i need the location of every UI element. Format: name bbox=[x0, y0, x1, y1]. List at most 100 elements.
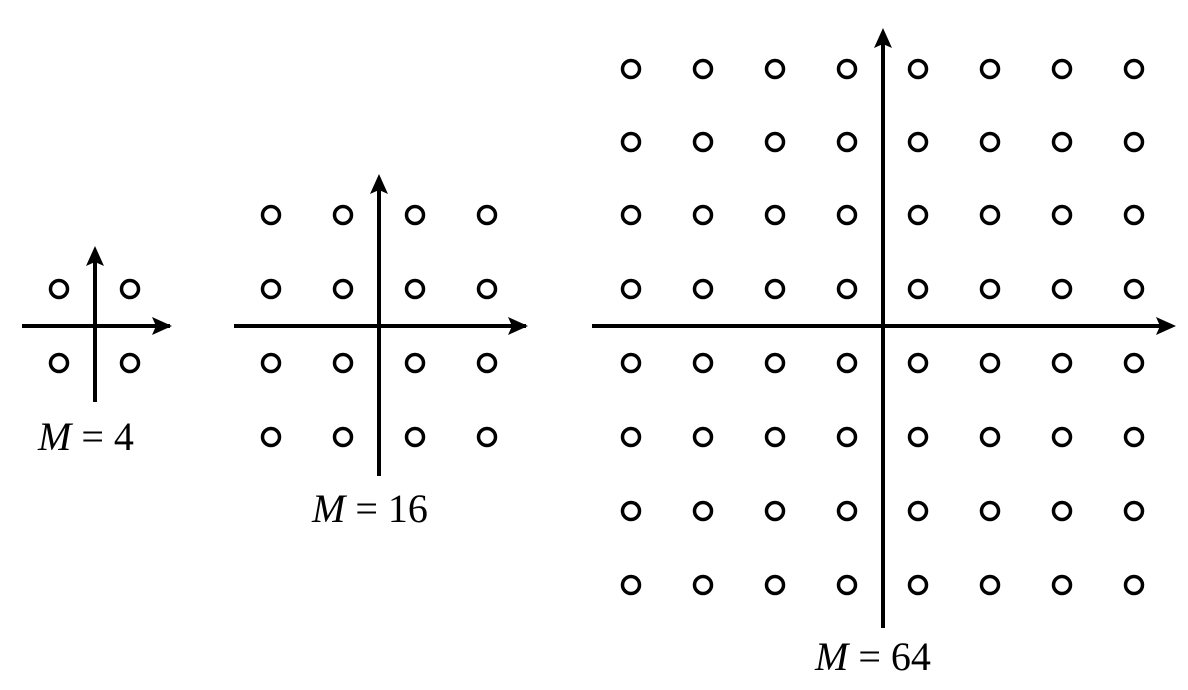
m64-constellation-point bbox=[836, 131, 858, 153]
m64-constellation-point bbox=[907, 278, 929, 300]
m16-constellation-point bbox=[260, 352, 282, 374]
m64-constellation-point bbox=[1123, 574, 1145, 596]
m16-constellation-point bbox=[476, 352, 498, 374]
m64-constellation-point bbox=[1123, 500, 1145, 522]
m64-constellation-point bbox=[907, 426, 929, 448]
m4-label-eq: = bbox=[71, 414, 114, 459]
m16-constellation-points bbox=[260, 204, 498, 448]
m16-constellation-point bbox=[404, 278, 426, 300]
m64-constellation-point bbox=[1051, 352, 1073, 374]
m64-constellation-point bbox=[692, 426, 714, 448]
m64-constellation-point bbox=[1051, 131, 1073, 153]
m64-constellation-point bbox=[764, 574, 786, 596]
m16-label-eq: = bbox=[345, 486, 388, 531]
m64-constellation-point bbox=[764, 131, 786, 153]
m16-label-var: M bbox=[311, 486, 348, 531]
m64-constellation-point bbox=[692, 204, 714, 226]
m16-constellation-point bbox=[476, 204, 498, 226]
m64-constellation-point bbox=[1123, 278, 1145, 300]
constellation-m16: M = 16 bbox=[234, 174, 528, 531]
m64-constellation-point bbox=[907, 58, 929, 80]
m64-constellation-point bbox=[979, 426, 1001, 448]
m64-constellation-point bbox=[1051, 574, 1073, 596]
m16-constellation-point bbox=[404, 352, 426, 374]
m16-constellation-point bbox=[404, 204, 426, 226]
m64-constellation-point bbox=[692, 352, 714, 374]
m64-constellation-point bbox=[764, 500, 786, 522]
m64-constellation-point bbox=[1051, 426, 1073, 448]
m64-label-var: M bbox=[814, 634, 851, 679]
m64-label: M = 64 bbox=[814, 634, 931, 679]
m4-y-axis-arrowhead bbox=[86, 246, 104, 266]
m64-constellation-point bbox=[764, 352, 786, 374]
m64-constellation-point bbox=[907, 352, 929, 374]
m16-constellation-point bbox=[476, 278, 498, 300]
m16-constellation-point bbox=[476, 426, 498, 448]
m4-constellation-point bbox=[48, 278, 70, 300]
m64-constellation-point bbox=[836, 278, 858, 300]
m4-constellation-point bbox=[119, 352, 141, 374]
m64-x-axis-arrowhead bbox=[1156, 317, 1176, 335]
m16-label: M = 16 bbox=[311, 486, 428, 531]
m64-constellation-point bbox=[1051, 500, 1073, 522]
m64-constellation-point bbox=[979, 278, 1001, 300]
m64-constellation-point bbox=[836, 204, 858, 226]
m64-constellation-point bbox=[907, 131, 929, 153]
m64-constellation-point bbox=[1051, 58, 1073, 80]
m64-constellation-point bbox=[979, 204, 1001, 226]
m64-constellation-point bbox=[764, 278, 786, 300]
m64-constellation-point bbox=[1123, 204, 1145, 226]
m64-constellation-point bbox=[979, 352, 1001, 374]
constellation-m64: M = 64 bbox=[592, 28, 1176, 679]
m64-label-eq: = bbox=[848, 634, 891, 679]
m64-constellation-point bbox=[692, 574, 714, 596]
m64-constellation-point bbox=[1123, 426, 1145, 448]
m64-constellation-point bbox=[764, 426, 786, 448]
m64-constellation-point bbox=[620, 352, 642, 374]
m4-label: M = 4 bbox=[37, 414, 134, 459]
m64-constellation-point bbox=[620, 131, 642, 153]
m4-constellation-point bbox=[119, 278, 141, 300]
m64-y-axis-arrowhead bbox=[874, 28, 892, 48]
m64-constellation-point bbox=[620, 574, 642, 596]
m64-constellation-point bbox=[836, 574, 858, 596]
m64-constellation-point bbox=[907, 500, 929, 522]
m16-constellation-point bbox=[260, 278, 282, 300]
m64-constellation-point bbox=[692, 131, 714, 153]
m4-constellation-points bbox=[48, 278, 141, 374]
m64-constellation-point bbox=[836, 500, 858, 522]
m64-constellation-point bbox=[979, 500, 1001, 522]
m64-constellation-point bbox=[907, 204, 929, 226]
constellation-m4: M = 4 bbox=[22, 246, 172, 459]
m64-constellation-point bbox=[620, 500, 642, 522]
m64-constellation-point bbox=[620, 278, 642, 300]
m64-constellation-point bbox=[907, 574, 929, 596]
m4-constellation-point bbox=[48, 352, 70, 374]
m64-constellation-point bbox=[764, 58, 786, 80]
m16-x-axis-arrowhead bbox=[508, 317, 528, 335]
m64-constellation-point bbox=[620, 426, 642, 448]
m64-constellation-point bbox=[764, 204, 786, 226]
m64-constellation-point bbox=[1123, 131, 1145, 153]
m64-constellation-point bbox=[1123, 352, 1145, 374]
m16-constellation-point bbox=[260, 426, 282, 448]
m64-constellation-point bbox=[692, 500, 714, 522]
m4-label-value: 4 bbox=[114, 414, 134, 459]
m16-constellation-point bbox=[404, 426, 426, 448]
m16-constellation-point bbox=[332, 352, 354, 374]
m64-constellation-point bbox=[1123, 58, 1145, 80]
m16-constellation-point bbox=[260, 204, 282, 226]
m4-label-var: M bbox=[37, 414, 74, 459]
m64-constellation-point bbox=[1051, 204, 1073, 226]
m64-constellation-point bbox=[836, 426, 858, 448]
m64-constellation-point bbox=[692, 58, 714, 80]
m16-y-axis-arrowhead bbox=[370, 174, 388, 194]
m4-x-axis-arrowhead bbox=[152, 317, 172, 335]
m16-constellation-point bbox=[332, 278, 354, 300]
m16-constellation-point bbox=[332, 204, 354, 226]
m64-constellation-points bbox=[620, 58, 1145, 596]
m64-constellation-point bbox=[836, 352, 858, 374]
m64-constellation-point bbox=[620, 204, 642, 226]
m64-constellation-point bbox=[979, 574, 1001, 596]
